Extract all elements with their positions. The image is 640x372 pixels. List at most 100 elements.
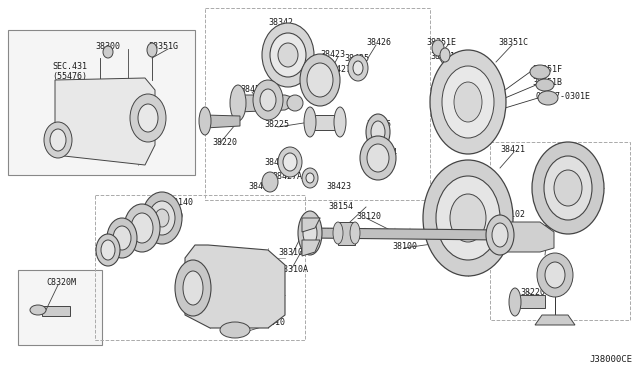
Ellipse shape bbox=[30, 305, 46, 315]
Ellipse shape bbox=[492, 223, 508, 247]
Text: 38424: 38424 bbox=[272, 28, 297, 37]
Ellipse shape bbox=[230, 85, 246, 121]
Text: 38426: 38426 bbox=[248, 182, 273, 191]
Ellipse shape bbox=[278, 147, 302, 177]
Text: 38342: 38342 bbox=[542, 222, 567, 231]
Text: 38424: 38424 bbox=[372, 148, 397, 157]
Text: 38210: 38210 bbox=[140, 225, 165, 234]
Polygon shape bbox=[515, 295, 545, 308]
Ellipse shape bbox=[298, 211, 322, 255]
Ellipse shape bbox=[442, 66, 494, 138]
Text: 38310: 38310 bbox=[260, 318, 285, 327]
Text: 38423: 38423 bbox=[326, 182, 351, 191]
Ellipse shape bbox=[147, 43, 157, 57]
Ellipse shape bbox=[270, 33, 306, 77]
Ellipse shape bbox=[366, 114, 390, 150]
Ellipse shape bbox=[532, 142, 604, 234]
Ellipse shape bbox=[107, 218, 137, 258]
Text: 38425: 38425 bbox=[344, 54, 369, 63]
Ellipse shape bbox=[278, 43, 298, 67]
Text: 38140: 38140 bbox=[168, 198, 193, 207]
Ellipse shape bbox=[262, 172, 278, 192]
Polygon shape bbox=[492, 222, 554, 252]
Ellipse shape bbox=[199, 107, 211, 135]
Ellipse shape bbox=[183, 271, 203, 305]
Ellipse shape bbox=[300, 54, 340, 106]
Text: 38210A: 38210A bbox=[120, 238, 150, 247]
Ellipse shape bbox=[544, 156, 592, 220]
Text: 38100: 38100 bbox=[392, 242, 417, 251]
Ellipse shape bbox=[348, 55, 368, 81]
Bar bbox=[205, 8, 430, 200]
Polygon shape bbox=[302, 240, 320, 256]
Text: 38453: 38453 bbox=[240, 85, 265, 94]
Polygon shape bbox=[535, 315, 575, 325]
Text: J38000CE: J38000CE bbox=[589, 355, 632, 364]
Ellipse shape bbox=[367, 144, 389, 172]
Text: 08157-0301E: 08157-0301E bbox=[536, 92, 591, 101]
Ellipse shape bbox=[509, 288, 521, 316]
Text: 38225: 38225 bbox=[264, 120, 289, 129]
Text: 38220: 38220 bbox=[212, 138, 237, 147]
Bar bbox=[95, 195, 305, 340]
Ellipse shape bbox=[537, 253, 573, 297]
Ellipse shape bbox=[440, 48, 450, 62]
Text: 38351F: 38351F bbox=[532, 65, 562, 74]
Ellipse shape bbox=[430, 50, 506, 154]
Text: 38165M: 38165M bbox=[302, 228, 332, 237]
Text: 38189: 38189 bbox=[158, 212, 183, 221]
Ellipse shape bbox=[131, 213, 153, 243]
Ellipse shape bbox=[138, 104, 158, 132]
Ellipse shape bbox=[353, 61, 363, 75]
Ellipse shape bbox=[44, 122, 72, 158]
Ellipse shape bbox=[155, 209, 169, 227]
Ellipse shape bbox=[303, 220, 317, 246]
Text: 38351B: 38351B bbox=[430, 52, 460, 61]
Ellipse shape bbox=[432, 40, 444, 56]
Ellipse shape bbox=[304, 107, 316, 137]
Text: 38154: 38154 bbox=[328, 202, 353, 211]
Polygon shape bbox=[185, 245, 285, 328]
Ellipse shape bbox=[302, 168, 318, 188]
Ellipse shape bbox=[220, 322, 250, 338]
Ellipse shape bbox=[454, 82, 482, 122]
Ellipse shape bbox=[334, 107, 346, 137]
Polygon shape bbox=[338, 222, 355, 245]
Ellipse shape bbox=[371, 121, 385, 143]
Text: 38425: 38425 bbox=[264, 158, 289, 167]
Text: 38310A: 38310A bbox=[278, 248, 308, 257]
Ellipse shape bbox=[253, 80, 283, 120]
Text: C8320M: C8320M bbox=[46, 278, 76, 287]
Ellipse shape bbox=[130, 94, 166, 142]
Ellipse shape bbox=[360, 136, 396, 180]
Text: 38220: 38220 bbox=[520, 288, 545, 297]
Ellipse shape bbox=[423, 160, 513, 276]
Ellipse shape bbox=[283, 153, 297, 171]
Text: 38225: 38225 bbox=[366, 120, 391, 129]
Ellipse shape bbox=[306, 173, 314, 183]
Ellipse shape bbox=[350, 222, 360, 244]
Ellipse shape bbox=[287, 95, 303, 111]
Polygon shape bbox=[310, 115, 340, 130]
Ellipse shape bbox=[149, 201, 175, 235]
Ellipse shape bbox=[262, 23, 314, 87]
Ellipse shape bbox=[260, 89, 276, 111]
Polygon shape bbox=[238, 95, 295, 112]
Bar bbox=[8, 30, 195, 175]
Text: 38440: 38440 bbox=[248, 100, 273, 109]
Bar bbox=[18, 270, 102, 345]
Text: 38300: 38300 bbox=[95, 42, 120, 51]
Text: 38120: 38120 bbox=[356, 212, 381, 221]
Text: (55476): (55476) bbox=[52, 72, 87, 81]
Ellipse shape bbox=[124, 204, 160, 252]
Text: 38351C: 38351C bbox=[498, 38, 528, 47]
Ellipse shape bbox=[333, 222, 343, 244]
Ellipse shape bbox=[486, 215, 514, 255]
Text: 38427: 38427 bbox=[326, 65, 351, 74]
Ellipse shape bbox=[554, 170, 582, 206]
Ellipse shape bbox=[113, 226, 131, 250]
Text: 38310A: 38310A bbox=[278, 265, 308, 274]
Ellipse shape bbox=[536, 79, 554, 91]
Text: 38440: 38440 bbox=[538, 165, 563, 174]
Ellipse shape bbox=[101, 240, 115, 260]
